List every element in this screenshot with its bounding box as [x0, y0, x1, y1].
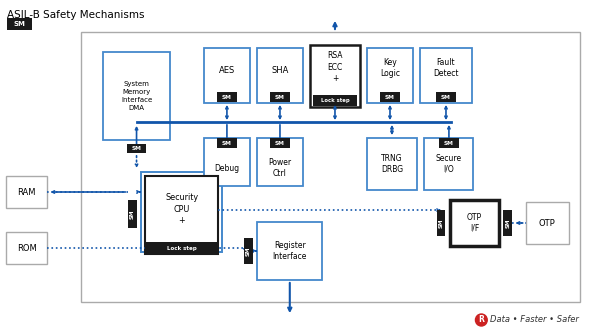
Bar: [367, 48, 413, 103]
Bar: [310, 45, 359, 107]
Text: SM: SM: [385, 95, 395, 100]
Bar: [205, 48, 250, 103]
Bar: [145, 242, 218, 254]
Text: Debug: Debug: [214, 164, 239, 172]
Text: SM: SM: [14, 21, 26, 27]
Text: Security
CPU
+: Security CPU +: [165, 193, 198, 225]
Bar: [424, 138, 473, 190]
Text: Power
Ctrl: Power Ctrl: [268, 158, 292, 178]
Text: R: R: [478, 316, 484, 325]
Bar: [128, 200, 137, 228]
Text: SM: SM: [275, 141, 285, 146]
Text: SM: SM: [439, 218, 443, 228]
Bar: [244, 238, 253, 264]
Text: OTP: OTP: [539, 218, 556, 227]
Bar: [217, 92, 237, 102]
Bar: [6, 232, 47, 264]
Circle shape: [475, 314, 487, 326]
Text: TRNG
DRBG: TRNG DRBG: [381, 154, 403, 174]
Bar: [380, 92, 400, 102]
Text: ASIL-B Safety Mechanisms: ASIL-B Safety Mechanisms: [7, 10, 145, 20]
Bar: [142, 172, 222, 252]
Text: SM: SM: [444, 141, 454, 146]
Text: System
Memory
Interface
DMA: System Memory Interface DMA: [121, 81, 152, 111]
Text: SM: SM: [441, 95, 451, 100]
Text: Lock step: Lock step: [320, 98, 349, 103]
Bar: [367, 138, 416, 190]
Bar: [270, 138, 290, 148]
Bar: [270, 92, 290, 102]
Bar: [145, 176, 218, 254]
Text: SM: SM: [246, 246, 251, 256]
Bar: [257, 138, 302, 186]
Bar: [421, 48, 472, 103]
Bar: [205, 138, 250, 186]
Text: Secure
I/O: Secure I/O: [436, 154, 462, 174]
Bar: [439, 138, 459, 148]
Text: Register
Interface: Register Interface: [272, 241, 307, 261]
Text: SM: SM: [275, 95, 285, 100]
Bar: [437, 210, 445, 236]
Text: RAM: RAM: [17, 187, 36, 196]
Text: OTP
I/F: OTP I/F: [467, 213, 482, 233]
Bar: [257, 48, 302, 103]
Text: Fault
Detect: Fault Detect: [433, 58, 459, 78]
Bar: [257, 222, 322, 280]
Bar: [7, 18, 32, 30]
Text: SM: SM: [222, 141, 232, 146]
Bar: [313, 95, 356, 106]
Text: SM: SM: [222, 95, 232, 100]
Text: ROM: ROM: [17, 243, 37, 253]
Bar: [450, 200, 499, 246]
Bar: [526, 202, 569, 244]
Text: RSA
ECC
+: RSA ECC +: [327, 51, 343, 82]
Text: SM: SM: [505, 218, 511, 228]
Text: SM: SM: [130, 209, 135, 219]
Bar: [436, 92, 456, 102]
Text: SM: SM: [131, 146, 142, 151]
Text: Lock step: Lock step: [167, 245, 197, 250]
Bar: [103, 52, 170, 140]
Bar: [127, 144, 146, 153]
Bar: [503, 210, 512, 236]
Text: Key
Logic: Key Logic: [380, 58, 400, 78]
Bar: [450, 200, 499, 246]
Bar: [6, 176, 47, 208]
Bar: [80, 32, 580, 302]
Text: SHA: SHA: [271, 65, 289, 74]
Text: AES: AES: [219, 65, 235, 74]
Bar: [217, 138, 237, 148]
Text: Data • Faster • Safer: Data • Faster • Safer: [490, 316, 579, 325]
